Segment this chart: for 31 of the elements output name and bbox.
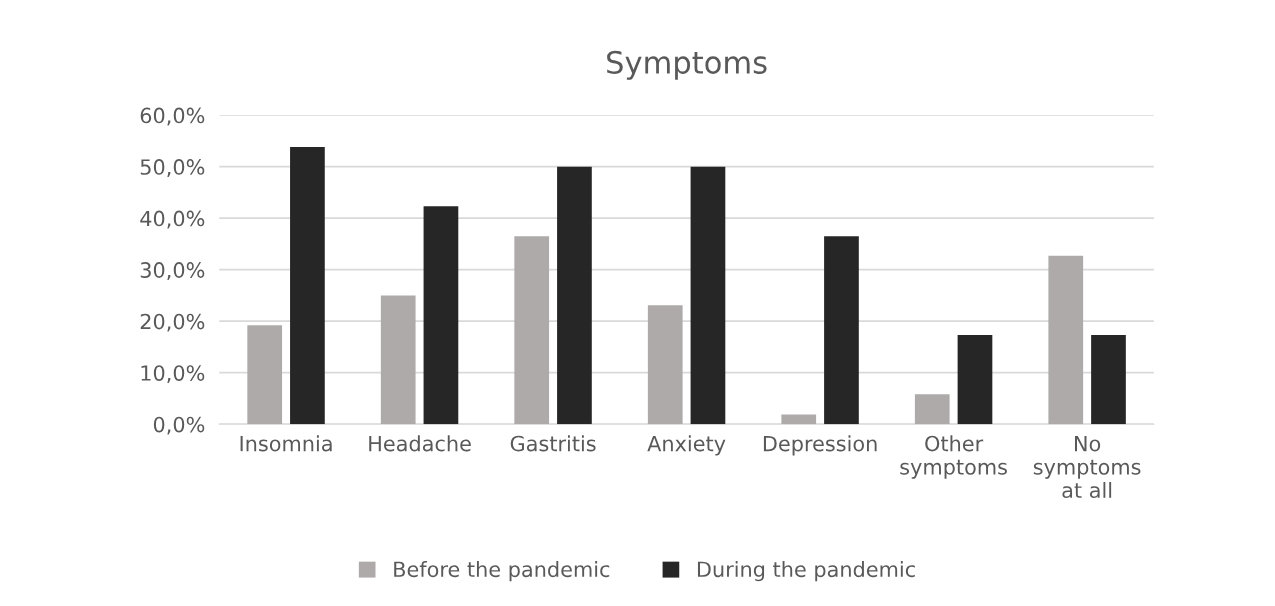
chart-title: Symptoms [607,50,767,80]
bar [647,305,683,425]
y-tick-label: 60,0% [140,107,205,126]
bar [380,295,416,425]
y-tick-label: 40,0% [140,210,205,229]
bar [290,147,325,425]
bar [824,236,859,425]
bar [247,325,283,425]
bar [781,414,817,425]
legend-label: Before the pandemic [394,561,610,582]
bar [514,236,550,425]
bar [1091,335,1126,425]
y-tick-label: 10,0% [141,365,205,384]
y-tick-label: 30,0% [140,262,205,281]
x-tick-label: No symptoms at all [1033,435,1141,499]
legend-label: During the pandemic [697,561,915,582]
bar [690,166,726,425]
bar [557,166,592,425]
bar [914,394,950,425]
y-tick-label: 20,0% [140,313,205,332]
y-tick-label: 50,0% [140,159,205,177]
x-tick-label: Anxiety [647,435,726,456]
x-tick-label: Other symptoms [900,435,1007,479]
bar [423,206,459,425]
x-tick-label: Insomnia [240,435,332,452]
x-tick-label: Depression [763,435,877,456]
x-tick-label: Headache [369,435,471,452]
bar [957,335,993,425]
y-tick-label: 0,0% [153,416,205,435]
x-tick-label: Gastritis [510,435,596,452]
bar [1048,255,1084,425]
